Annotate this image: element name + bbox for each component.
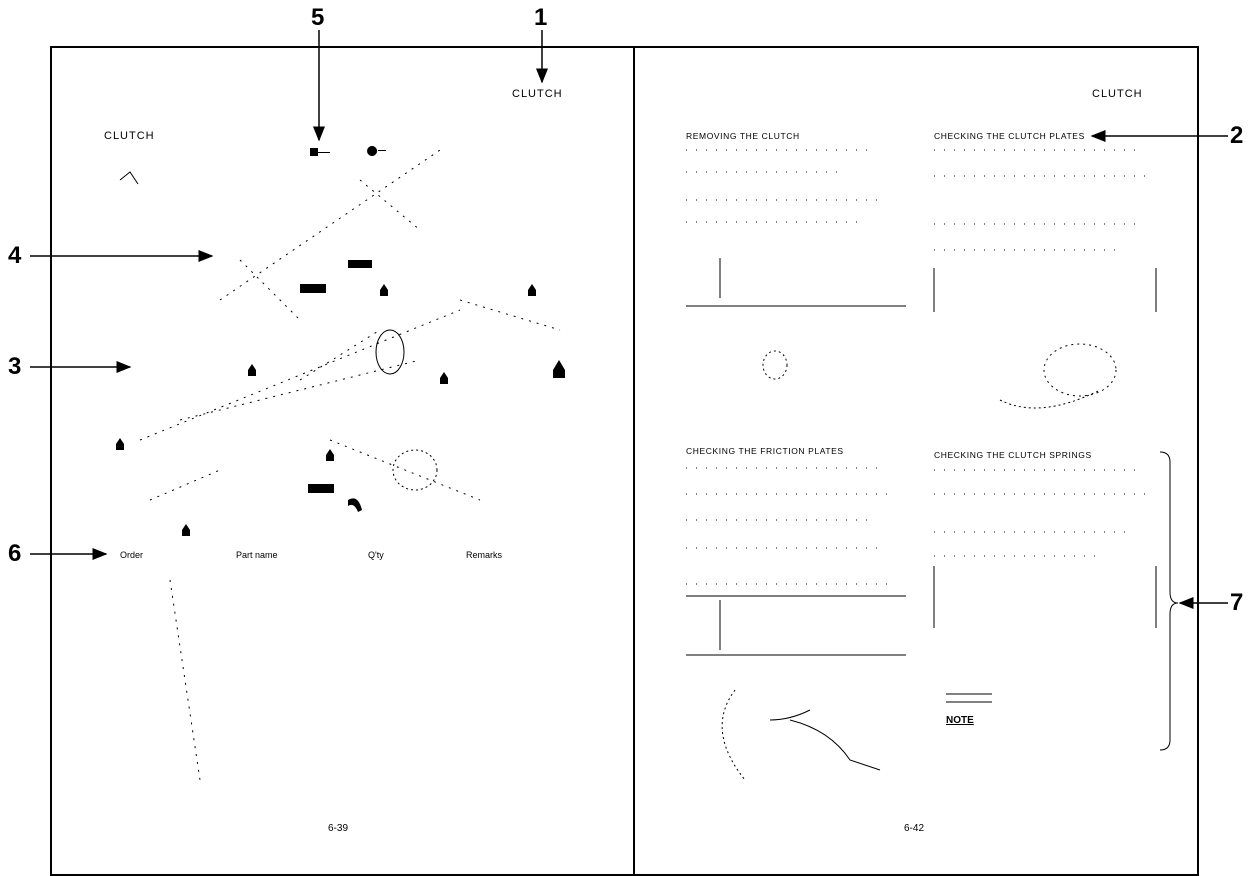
- callout-6: 6: [8, 540, 22, 567]
- left-page-header: CLUTCH: [512, 88, 563, 100]
- section-checking-clutch-springs: CHECKING THE CLUTCH SPRINGS: [934, 450, 1092, 460]
- table-label-order: Order: [120, 550, 144, 560]
- callout-1: 1: [534, 4, 548, 31]
- right-page-header: CLUTCH: [1092, 88, 1143, 100]
- note-mark: NOTE: [946, 715, 974, 726]
- callout-4: 4: [8, 242, 22, 269]
- table-label-qty: Q'ty: [368, 550, 384, 560]
- table-label-part-name: Part name: [236, 550, 278, 560]
- callout-3: 3: [8, 353, 22, 380]
- section-removing-clutch: REMOVING THE CLUTCH: [686, 131, 800, 141]
- right-page-number: 6-42: [904, 823, 925, 834]
- label-box-1: [348, 260, 372, 268]
- section-checking-friction-plates: CHECKING THE FRICTION PLATES: [686, 446, 844, 456]
- left-section-title: CLUTCH: [104, 130, 155, 142]
- callout-7: 7: [1230, 589, 1244, 616]
- bracket-7: [1159, 451, 1179, 751]
- label-box-2: [300, 284, 326, 293]
- callout-5: 5: [311, 4, 325, 31]
- table-label-remarks: Remarks: [466, 550, 503, 560]
- label-box-3: [308, 484, 334, 493]
- callout-2: 2: [1230, 122, 1244, 149]
- left-page-number: 6-39: [328, 823, 349, 834]
- wrench-icon: [310, 148, 330, 156]
- section-checking-clutch-plates: CHECKING THE CLUTCH PLATES: [934, 131, 1085, 141]
